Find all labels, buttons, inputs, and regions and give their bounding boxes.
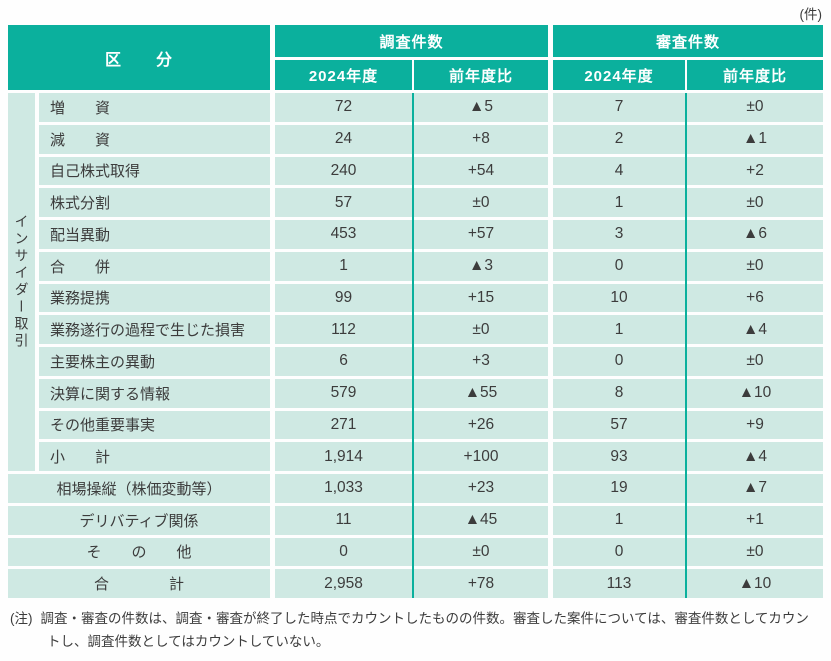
- cell-value: ▲55: [414, 378, 548, 408]
- cell-value: 57: [553, 410, 685, 440]
- row-label: そ の 他: [8, 537, 270, 567]
- cell-value: ±0: [687, 537, 823, 567]
- cell-value: 1: [553, 315, 685, 344]
- column-divider: [412, 93, 414, 598]
- cell-value: ±0: [687, 251, 823, 281]
- cell-value: 3: [553, 220, 685, 249]
- cell-value: +100: [414, 442, 548, 471]
- row-label: 減 資: [39, 124, 270, 154]
- statistics-table: 区 分 調査件数 審査件数 2024年度 前年度比 2024年度 前年度比 イン…: [8, 25, 823, 598]
- cell-value: 99: [275, 283, 412, 313]
- cell-value: 240: [275, 156, 412, 186]
- row-label: 合 併: [39, 251, 270, 281]
- cell-value: +23: [414, 474, 548, 503]
- cell-value: +1: [687, 505, 823, 535]
- cell-value: ▲4: [687, 315, 823, 344]
- row-label-total: 合 計: [8, 569, 270, 598]
- cell-value: +6: [687, 283, 823, 313]
- cell-value: +57: [414, 220, 548, 249]
- cell-value: 1,914: [275, 442, 412, 471]
- cell-value: 113: [553, 569, 685, 598]
- cell-value: 7: [553, 93, 685, 122]
- footnote-text: 調査・審査の件数は、調査・審査が終了した時点でカウントしたものの件数。審査した案…: [40, 611, 809, 649]
- cell-value: +9: [687, 410, 823, 440]
- cell-value: 453: [275, 220, 412, 249]
- row-label-subtotal: 小 計: [39, 442, 270, 471]
- group-label-text: インサイダー取引: [13, 214, 30, 350]
- cell-value: 6: [275, 347, 412, 376]
- cell-value: ±0: [414, 188, 548, 217]
- cell-value: +26: [414, 410, 548, 440]
- row-label: 相場操縦（株価変動等）: [8, 474, 270, 503]
- cell-value: 11: [275, 505, 412, 535]
- cell-value: ▲10: [687, 569, 823, 598]
- cell-value: 72: [275, 93, 412, 122]
- cell-value: ▲6: [687, 220, 823, 249]
- footnote-label: (注): [10, 611, 33, 626]
- header-survey-year: 2024年度: [275, 60, 412, 90]
- cell-value: ▲4: [687, 442, 823, 471]
- cell-value: 1,033: [275, 474, 412, 503]
- cell-value: ▲1: [687, 124, 823, 154]
- cell-value: 4: [553, 156, 685, 186]
- cell-value: +78: [414, 569, 548, 598]
- group-label-insider-trading: インサイダー取引: [8, 93, 35, 471]
- cell-value: +8: [414, 124, 548, 154]
- row-label: 増 資: [39, 93, 270, 122]
- cell-value: 19: [553, 474, 685, 503]
- cell-value: 2,958: [275, 569, 412, 598]
- cell-value: +3: [414, 347, 548, 376]
- footnote: (注) 調査・審査の件数は、調査・審査が終了した時点でカウントしたものの件数。審査…: [10, 608, 822, 654]
- column-divider: [685, 93, 687, 598]
- cell-value: 1: [275, 251, 412, 281]
- cell-value: +15: [414, 283, 548, 313]
- cell-value: ±0: [687, 93, 823, 122]
- cell-value: 1: [553, 188, 685, 217]
- cell-value: 0: [553, 347, 685, 376]
- header-survey-yoy: 前年度比: [414, 60, 548, 90]
- header-exam-yoy: 前年度比: [687, 60, 823, 90]
- cell-value: ±0: [687, 188, 823, 217]
- unit-label: (件): [799, 7, 823, 22]
- cell-value: ▲45: [414, 505, 548, 535]
- cell-value: ▲7: [687, 474, 823, 503]
- cell-value: 10: [553, 283, 685, 313]
- row-label: 業務遂行の過程で生じた損害: [39, 315, 270, 344]
- cell-value: 24: [275, 124, 412, 154]
- cell-value: 0: [553, 537, 685, 567]
- row-label: その他重要事実: [39, 410, 270, 440]
- row-label: 株式分割: [39, 188, 270, 217]
- cell-value: 271: [275, 410, 412, 440]
- cell-value: 57: [275, 188, 412, 217]
- cell-value: 0: [275, 537, 412, 567]
- cell-value: 0: [553, 251, 685, 281]
- cell-value: 112: [275, 315, 412, 344]
- header-group-survey: 調査件数: [275, 25, 548, 57]
- header-category: 区 分: [8, 25, 270, 90]
- row-label: 決算に関する情報: [39, 378, 270, 408]
- cell-value: ±0: [687, 347, 823, 376]
- row-label: 配当異動: [39, 220, 270, 249]
- cell-value: 8: [553, 378, 685, 408]
- cell-value: ±0: [414, 537, 548, 567]
- row-label: 自己株式取得: [39, 156, 270, 186]
- cell-value: ▲10: [687, 378, 823, 408]
- header-exam-year: 2024年度: [553, 60, 685, 90]
- cell-value: 2: [553, 124, 685, 154]
- cell-value: ±0: [414, 315, 548, 344]
- cell-value: ▲3: [414, 251, 548, 281]
- row-label: 業務提携: [39, 283, 270, 313]
- row-label: デリバティブ関係: [8, 505, 270, 535]
- cell-value: 93: [553, 442, 685, 471]
- cell-value: +54: [414, 156, 548, 186]
- cell-value: ▲5: [414, 93, 548, 122]
- row-label: 主要株主の異動: [39, 347, 270, 376]
- cell-value: 579: [275, 378, 412, 408]
- header-group-examination: 審査件数: [553, 25, 823, 57]
- cell-value: +2: [687, 156, 823, 186]
- cell-value: 1: [553, 505, 685, 535]
